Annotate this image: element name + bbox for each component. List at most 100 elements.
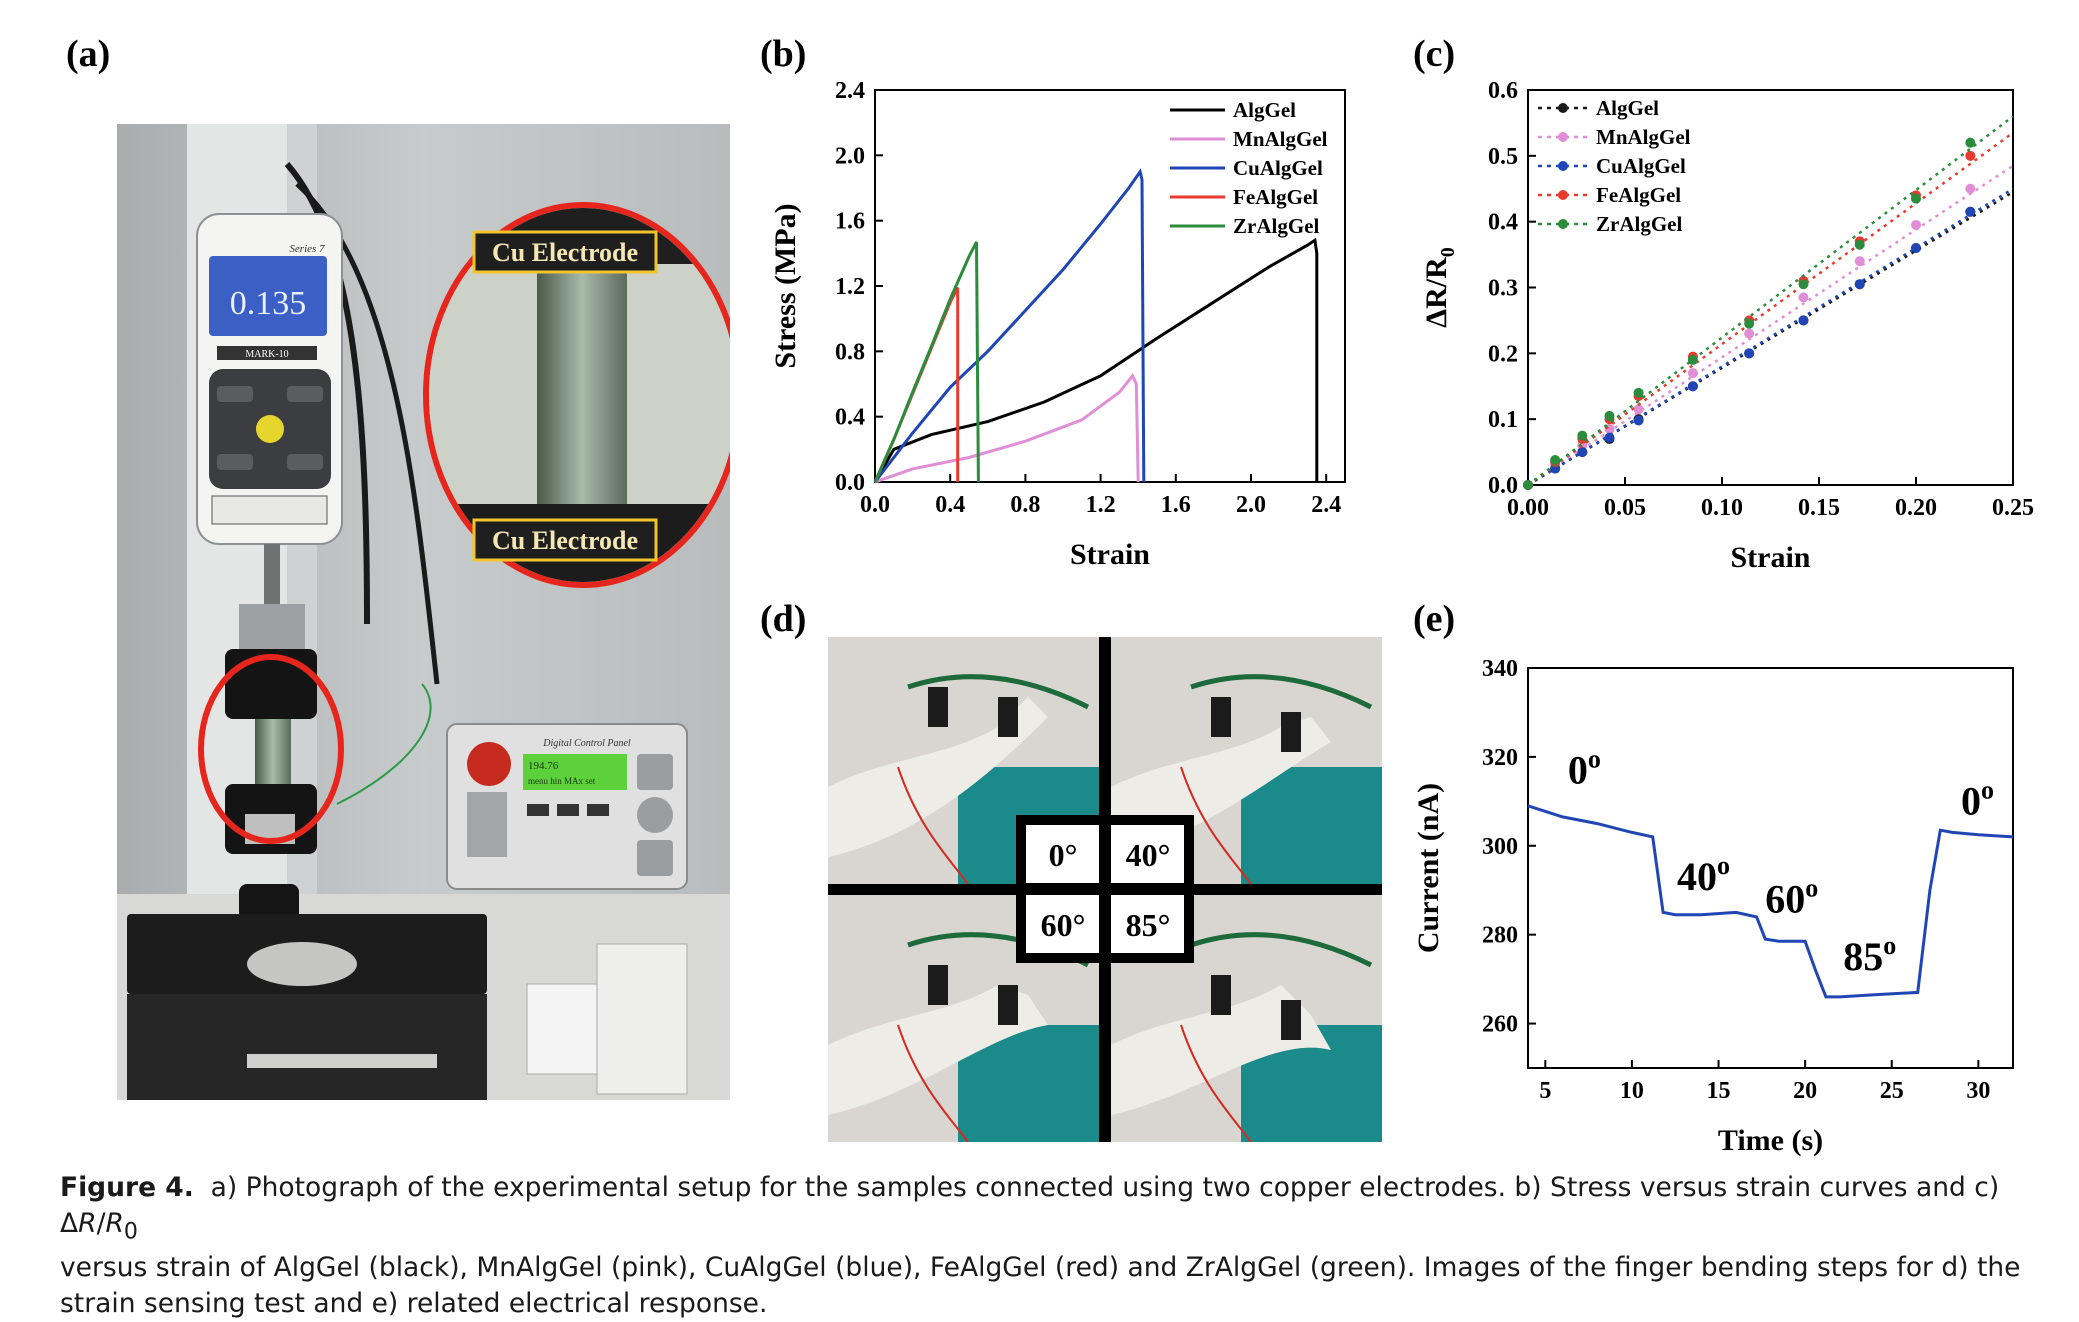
chart-c-ytick-label: 0.0 [1488,473,1518,499]
chart-e-ytick-label: 340 [1482,656,1518,682]
chart-e-xlabel: Time (s) [1718,1124,1823,1157]
chart-c-point-CuAlgGel [1965,206,1976,217]
chart-b-xtick-label: 0.0 [860,492,890,518]
chart-c-ytick-label: 0.3 [1488,276,1518,302]
chart-c-point-MnAlgGel [1687,368,1698,379]
caption-symbol-r: R [78,1208,97,1239]
chart-c-point-ZrAlgGel [1577,430,1588,441]
control-panel-display-2: menu hin MAx set [528,776,596,786]
chart-b-legend-label: FeAlgGel [1233,185,1318,209]
chart-b-xtick-label: 0.4 [935,492,965,518]
chart-c-point-MnAlgGel [1965,183,1976,194]
chart-b-series-CuAlgGel [873,168,1146,483]
chart-b-xtick-label: 1.6 [1161,492,1191,518]
finger-photo-wire [1180,766,1252,885]
angle-label-box [1026,825,1099,883]
chart-c-point-CuAlgGel [1798,315,1809,326]
chart-b-legend-label: ZrAlgGel [1233,214,1319,238]
chart-c-point-CuAlgGel [1744,348,1755,359]
chart-b-legend-label: AlgGel [1233,98,1296,122]
angle-label-box [1026,895,1099,953]
chart-e-ytick-label: 280 [1482,923,1518,949]
chart-b-series-AlgGel [873,237,1319,483]
caption-line-3: strain sensing test and e) related elect… [60,1288,768,1320]
finger-photo-wire [897,1024,969,1143]
panel-label-b: (b) [760,33,807,75]
panel-label-c: (c) [1413,33,1456,75]
chart-e-ytick-label: 260 [1482,1012,1518,1038]
current-time-chart: 5 10 15 20 25 30 260 280 300 320 340 Time (s) Curren… [1413,656,2014,1157]
finger-photo-hand [1111,985,1331,1115]
chart-c-point-ZrAlgGel [1798,279,1809,290]
chart-c-point-ZrAlgGel [1687,354,1698,365]
gauge-series: Series 7 [289,243,325,255]
chart-c-point-CuAlgGel [1854,279,1865,290]
chart-e-angle-annotation: 0o [1568,745,1601,793]
chart-e-ytick-label: 320 [1482,745,1518,771]
angle-label: 40° [1126,837,1171,873]
chart-b-xlabel: Strain [1070,538,1150,571]
chart-b-ylabel: Stress (MPa) [769,203,802,368]
chart-c-point-ZrAlgGel [1633,387,1644,398]
control-panel-display-1: 194.76 [528,760,559,772]
finger-photo-wire [1180,1024,1252,1143]
chart-c-legend-marker [1558,219,1568,229]
chart-c-legend-label: CuAlgGel [1596,154,1686,178]
chart-b-ytick-label: 1.2 [835,274,865,300]
chart-c-legend-marker [1558,103,1568,113]
chart-c-point-ZrAlgGel [1911,193,1921,204]
chart-b-xtick-label: 1.2 [1086,492,1116,518]
chart-e-xtick-label: 30 [1966,1078,1990,1104]
chart-e-xtick-label: 25 [1880,1078,1904,1104]
chart-b-ytick-label: 1.6 [835,209,865,235]
caption-symbol-r0: R [105,1208,124,1239]
chart-b-ytick-label: 0.8 [835,339,865,365]
chart-b-xtick-label: 0.8 [1010,492,1040,518]
chart-c-point-FeAlgGel [1965,150,1976,161]
chart-c-fit-ZrAlgGel [1527,115,2014,486]
caption-subscript-0: 0 [123,1219,138,1245]
finger-photo-clip [1281,712,1301,752]
caption-line-1: Figure 4. a) Photograph of the experimen… [60,1170,2050,1250]
chart-c-xtick-label: 0.00 [1507,495,1549,521]
finger-photo-wire [1190,932,1373,968]
finger-photo-hand [828,697,1048,857]
chart-c-xtick-label: 0.25 [1992,495,2034,521]
chart-b-legend-label: MnAlgGel [1233,127,1328,151]
panel-label-a: (a) [66,33,111,75]
chart-e-xtick-label: 20 [1793,1078,1817,1104]
chart-c-legend-marker [1558,161,1568,171]
chart-c-point-MnAlgGel [1798,292,1809,303]
chart-c-xtick-label: 0.20 [1895,495,1937,521]
panel-label-d: (d) [760,598,807,640]
callout-top-label: Cu Electrode [492,238,638,267]
chart-c-legend-marker [1558,132,1568,142]
chart-b-legend-label: CuAlgGel [1233,156,1323,180]
chart-c-ytick-label: 0.2 [1488,341,1518,367]
chart-c-ytick-label: 0.6 [1488,78,1518,104]
gauge-brand: MARK-10 [245,349,288,360]
chart-c-point-ZrAlgGel [1604,410,1615,421]
chart-c-point-CuAlgGel [1633,415,1644,426]
chart-c-point-CuAlgGel [1604,432,1615,443]
caption-line-2: versus strain of AlgGel (black), MnAlgGe… [60,1252,2021,1284]
angle-label-box [1111,895,1184,953]
chart-c-point-ZrAlgGel [1550,454,1561,465]
chart-c-ytick-label: 0.4 [1488,210,1518,236]
chart-c-point-MnAlgGel [1854,256,1865,267]
chart-e-ytick-label: 300 [1482,834,1518,860]
chart-c-ylabel: ΔR/R0 [1420,247,1459,327]
chart-b-xtick-label: 2.0 [1236,492,1266,518]
chart-b-ytick-label: 2.0 [835,143,865,169]
chart-b-ytick-label: 2.4 [835,78,865,104]
chart-e-xtick-label: 15 [1707,1078,1731,1104]
chart-b-ytick-label: 0.0 [835,470,865,496]
caption-slash: / [96,1208,106,1239]
finger-photo-wire [907,674,1090,710]
chart-e-xtick-label: 10 [1620,1078,1644,1104]
chart-c-point-ZrAlgGel [1854,239,1865,250]
control-panel-title: Digital Control Panel [542,738,631,749]
chart-c-ytick-label: 0.5 [1488,144,1518,170]
chart-e-angle-annotation: 40o [1677,851,1730,899]
angle-label: 85° [1126,907,1171,943]
